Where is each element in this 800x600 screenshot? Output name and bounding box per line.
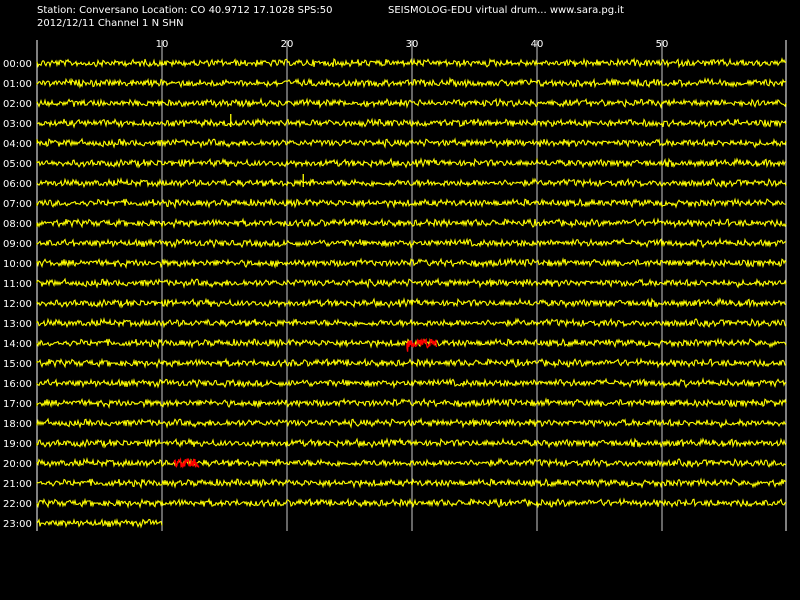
trace-04:00 bbox=[36, 137, 787, 149]
row-label: 07:00 bbox=[3, 199, 32, 210]
row-label: 14:00 bbox=[3, 339, 32, 350]
trace-13:00 bbox=[36, 317, 787, 329]
trace-11:00 bbox=[36, 277, 787, 289]
row-label: 23:00 bbox=[3, 519, 32, 530]
trace-23:00 bbox=[36, 518, 163, 529]
row-label: 08:00 bbox=[3, 219, 32, 230]
row-label: 13:00 bbox=[3, 319, 32, 330]
trace-16:00 bbox=[36, 377, 787, 390]
row-label: 22:00 bbox=[3, 499, 32, 510]
row-label: 02:00 bbox=[3, 99, 32, 110]
x-tick-labels: 10 20 30 40 50 bbox=[156, 39, 669, 50]
station-info: Station: Conversano Location: CO 40.9712… bbox=[37, 5, 333, 16]
trace-05:00 bbox=[36, 157, 787, 169]
row-label: 04:00 bbox=[3, 139, 32, 150]
row-label: 21:00 bbox=[3, 479, 32, 490]
trace-20:00 bbox=[36, 457, 787, 469]
trace-08:00 bbox=[36, 217, 787, 229]
row-label: 15:00 bbox=[3, 359, 32, 370]
row-label: 16:00 bbox=[3, 379, 32, 390]
row-label: 01:00 bbox=[3, 79, 32, 90]
row-label: 09:00 bbox=[3, 239, 32, 250]
trace-09:00 bbox=[36, 237, 787, 250]
trace-06:00 bbox=[36, 177, 787, 189]
event-layer bbox=[173, 114, 438, 469]
row-label: 03:00 bbox=[3, 119, 32, 130]
row-labels: 00:00 01:00 02:00 03:00 04:00 05:00 06:00 07:00… bbox=[3, 59, 32, 530]
row-label: 05:00 bbox=[3, 159, 32, 170]
row-label: 18:00 bbox=[3, 419, 32, 430]
trace-layer bbox=[36, 57, 787, 529]
trace-15:00 bbox=[36, 357, 787, 369]
row-label: 00:00 bbox=[3, 59, 32, 70]
row-label: 19:00 bbox=[3, 439, 32, 450]
trace-12:00 bbox=[36, 297, 787, 309]
trace-00:00 bbox=[36, 57, 787, 69]
grid-layer bbox=[36, 40, 787, 531]
row-label: 12:00 bbox=[3, 299, 32, 310]
event-14:00 bbox=[406, 337, 438, 352]
x-tick-label: 40 bbox=[531, 39, 544, 50]
trace-03:00 bbox=[36, 117, 787, 129]
row-label: 11:00 bbox=[3, 279, 32, 290]
trace-22:00 bbox=[36, 497, 787, 509]
date-channel-info: 2012/12/11 Channel 1 N SHN bbox=[37, 18, 184, 29]
row-label: 06:00 bbox=[3, 179, 32, 190]
event-20:00 bbox=[173, 457, 200, 469]
x-tick-label: 50 bbox=[656, 39, 669, 50]
trace-21:00 bbox=[36, 477, 787, 490]
trace-17:00 bbox=[36, 397, 787, 410]
trace-18:00 bbox=[36, 417, 787, 429]
trace-02:00 bbox=[36, 97, 787, 109]
row-label: 20:00 bbox=[3, 459, 32, 470]
trace-19:00 bbox=[36, 437, 787, 449]
trace-10:00 bbox=[36, 257, 787, 270]
row-label: 10:00 bbox=[3, 259, 32, 270]
x-tick-label: 20 bbox=[281, 39, 294, 50]
trace-07:00 bbox=[36, 197, 787, 210]
row-label: 17:00 bbox=[3, 399, 32, 410]
x-tick-label: 30 bbox=[406, 39, 419, 50]
trace-01:00 bbox=[36, 76, 787, 89]
chart-subtitle: SEISMOLOG-EDU virtual drum... www.sara.p… bbox=[388, 5, 624, 16]
x-tick-label: 10 bbox=[156, 39, 169, 50]
